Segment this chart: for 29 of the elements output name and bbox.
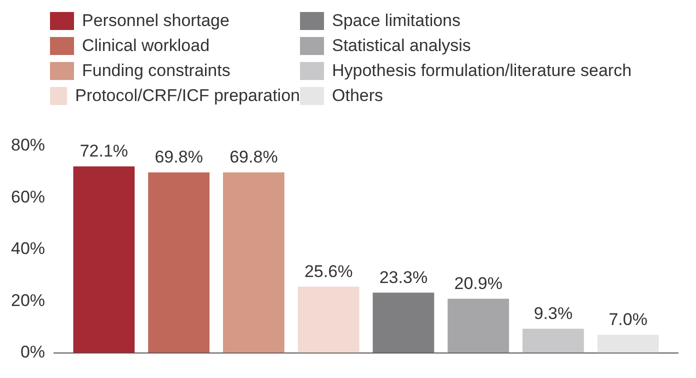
data-label: 20.9% — [454, 274, 502, 293]
legend-label: Hypothesis formulation/literature search — [332, 60, 632, 80]
bar — [73, 166, 135, 353]
bar — [148, 172, 210, 353]
y-tick-label: 60% — [10, 187, 46, 206]
legend-label: Clinical workload — [82, 36, 210, 56]
y-tick-label: 20% — [10, 290, 46, 310]
legend-label: Funding constraints — [82, 60, 230, 80]
bar — [372, 292, 434, 353]
data-label: 23.3% — [379, 268, 428, 287]
data-label: 69.8% — [154, 148, 203, 167]
y-tick-label: 0% — [20, 342, 46, 362]
data-label: 72.1% — [80, 142, 128, 161]
legend-label: Protocol/CRF/ICF preparation — [75, 86, 300, 106]
legend-label: Personnel shortage — [82, 10, 230, 30]
data-label: 7.0% — [608, 310, 648, 329]
bar — [522, 328, 584, 353]
legend-label: Others — [332, 86, 384, 106]
legend-label: Space limitations — [332, 10, 461, 30]
bar — [448, 298, 510, 353]
bar — [223, 172, 284, 353]
data-label: 69.8% — [230, 148, 278, 167]
legend-label: Statistical analysis — [332, 36, 471, 56]
y-tick-label: 80% — [10, 136, 46, 155]
y-tick-label: 40% — [10, 239, 46, 258]
data-label: 9.3% — [534, 304, 573, 323]
data-label: 25.6% — [304, 262, 353, 281]
bar — [298, 286, 360, 353]
bar — [597, 334, 659, 353]
